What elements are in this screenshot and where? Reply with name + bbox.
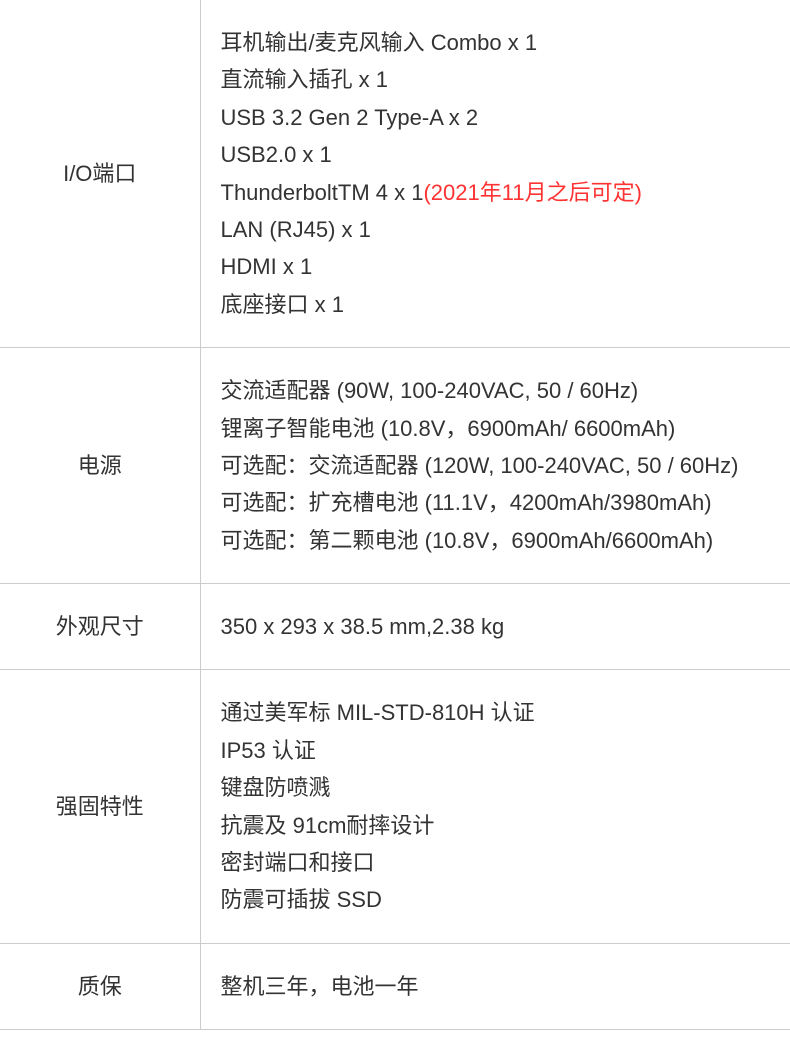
- spec-value-line: 抗震及 91cm耐摔设计: [221, 807, 775, 844]
- spec-table: I/O端口耳机输出/麦克风输入 Combo x 1直流输入插孔 x 1USB 3…: [0, 0, 790, 1030]
- spec-table-body: I/O端口耳机输出/麦克风输入 Combo x 1直流输入插孔 x 1USB 3…: [0, 0, 790, 1030]
- spec-value-line: 可选配：第二颗电池 (10.8V，6900mAh/6600mAh): [221, 522, 775, 559]
- spec-value-text: ThunderboltTM 4 x 1: [221, 180, 424, 205]
- table-row: 外观尺寸 350 x 293 x 38.5 mm,2.38 kg: [0, 584, 790, 670]
- spec-label: 电源: [0, 348, 200, 584]
- spec-value-line: 交流适配器 (90W, 100-240VAC, 50 / 60Hz): [221, 372, 775, 409]
- spec-value-line: 键盘防喷溅: [221, 769, 775, 806]
- spec-value-line: 直流输入插孔 x 1: [221, 61, 775, 98]
- spec-value-line: 底座接口 x 1: [221, 286, 775, 323]
- spec-label: 强固特性: [0, 670, 200, 943]
- spec-value-line: 锂离子智能电池 (10.8V，6900mAh/ 6600mAh): [221, 410, 775, 447]
- spec-label: 外观尺寸: [0, 584, 200, 670]
- spec-value-line: LAN (RJ45) x 1: [221, 211, 775, 248]
- spec-value-line: HDMI x 1: [221, 248, 775, 285]
- spec-value-line: ThunderboltTM 4 x 1(2021年11月之后可定): [221, 174, 775, 211]
- spec-value-line: 防震可插拔 SSD: [221, 881, 775, 918]
- spec-value-line: 可选配：交流适配器 (120W, 100-240VAC, 50 / 60Hz): [221, 447, 775, 484]
- spec-value: 通过美军标 MIL-STD-810H 认证IP53 认证键盘防喷溅抗震及 91c…: [200, 670, 790, 943]
- spec-value-line: 可选配：扩充槽电池 (11.1V，4200mAh/3980mAh): [221, 484, 775, 521]
- spec-value-line: IP53 认证: [221, 732, 775, 769]
- spec-value: 整机三年，电池一年: [200, 943, 790, 1029]
- spec-value-line: USB 3.2 Gen 2 Type-A x 2: [221, 99, 775, 136]
- table-row: I/O端口耳机输出/麦克风输入 Combo x 1直流输入插孔 x 1USB 3…: [0, 0, 790, 348]
- spec-value-line: 通过美军标 MIL-STD-810H 认证: [221, 694, 775, 731]
- spec-value: 交流适配器 (90W, 100-240VAC, 50 / 60Hz)锂离子智能电…: [200, 348, 790, 584]
- spec-value-line: 350 x 293 x 38.5 mm,2.38 kg: [221, 608, 775, 645]
- spec-value-highlight: (2021年11月之后可定): [423, 180, 641, 205]
- table-row: 强固特性通过美军标 MIL-STD-810H 认证IP53 认证键盘防喷溅抗震及…: [0, 670, 790, 943]
- spec-value-line: 耳机输出/麦克风输入 Combo x 1: [221, 24, 775, 61]
- spec-label: 质保: [0, 943, 200, 1029]
- spec-value-line: 整机三年，电池一年: [221, 968, 775, 1005]
- spec-value: 350 x 293 x 38.5 mm,2.38 kg: [200, 584, 790, 670]
- spec-value-line: 密封端口和接口: [221, 844, 775, 881]
- table-row: 电源交流适配器 (90W, 100-240VAC, 50 / 60Hz)锂离子智…: [0, 348, 790, 584]
- spec-value-line: USB2.0 x 1: [221, 136, 775, 173]
- spec-label: I/O端口: [0, 0, 200, 348]
- spec-value: 耳机输出/麦克风输入 Combo x 1直流输入插孔 x 1USB 3.2 Ge…: [200, 0, 790, 348]
- table-row: 质保整机三年，电池一年: [0, 943, 790, 1029]
